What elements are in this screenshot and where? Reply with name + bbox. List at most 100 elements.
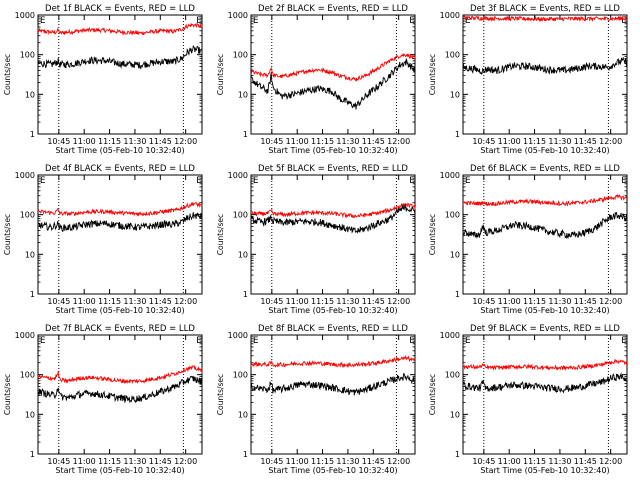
- event-marker-label: E: [253, 336, 259, 346]
- x-tick-label: 10:45: [260, 137, 283, 146]
- x-tick-label: 11:45: [149, 297, 172, 306]
- x-axis-label: Start Time (05-Feb-10 10:32:40): [268, 146, 397, 155]
- plot-frame: [37, 334, 203, 455]
- y-axis-label: Counts/sec: [216, 54, 225, 95]
- x-tick-label: 11:00: [498, 297, 521, 306]
- y-axis-label: Counts/sec: [428, 374, 437, 415]
- y-tick-label: 10: [25, 250, 35, 259]
- plot-frame: [462, 334, 628, 455]
- x-tick-label: 12:00: [599, 137, 622, 146]
- x-tick-label: 11:30: [123, 457, 146, 466]
- events-series-line: [250, 373, 416, 396]
- y-tick-label: 1: [455, 130, 460, 139]
- y-tick-label: 10: [25, 90, 35, 99]
- x-axis-label: Start Time (05-Feb-10 10:32:40): [480, 466, 609, 475]
- y-tick-label: 100: [233, 371, 248, 380]
- event-marker-label: E: [465, 336, 471, 346]
- x-tick-label: 12:00: [387, 297, 410, 306]
- y-axis-label: Counts/sec: [428, 54, 437, 95]
- y-tick-label: 10: [238, 250, 248, 259]
- events-series-line: [250, 57, 416, 110]
- y-tick-label: 100: [445, 51, 460, 60]
- detector-panel-2: Det 2f BLACK = Events, RED = LLD 1 10 100 10…: [216, 4, 416, 155]
- y-tick-label: 100: [20, 51, 35, 60]
- lld-series-line: [37, 201, 203, 217]
- panel-title: Det 9f BLACK = Events, RED = LLD: [470, 324, 620, 334]
- x-tick-label: 11:45: [574, 137, 597, 146]
- x-tick-label: 12:00: [599, 297, 622, 306]
- event-marker-label: E: [465, 176, 471, 186]
- plot-frame: [462, 174, 628, 295]
- y-tick-label: 1: [30, 450, 35, 459]
- y-tick-label: 100: [233, 211, 248, 220]
- event-marker-label: E: [409, 16, 415, 26]
- event-marker-label: E: [196, 336, 202, 346]
- x-tick-label: 11:15: [98, 297, 121, 306]
- events-series-line: [462, 56, 628, 75]
- y-tick-label: 1000: [15, 331, 35, 340]
- detector-panel-8: Det 8f BLACK = Events, RED = LLD 1 10 100 10…: [216, 324, 416, 475]
- x-tick-label: 11:00: [286, 457, 309, 466]
- x-tick-label: 12:00: [599, 457, 622, 466]
- y-tick-label: 100: [20, 211, 35, 220]
- detector-panel-4: Det 4f BLACK = Events, RED = LLD 1 10 100 10…: [3, 164, 203, 315]
- y-tick-label: 100: [445, 211, 460, 220]
- lld-series-line: [250, 52, 416, 82]
- x-tick-label: 11:00: [286, 137, 309, 146]
- plot-frame: [250, 14, 416, 135]
- lld-series-line: [37, 364, 203, 385]
- x-tick-label: 10:45: [260, 297, 283, 306]
- panel-title: Det 1f BLACK = Events, RED = LLD: [45, 4, 195, 14]
- y-tick-label: 1: [243, 450, 248, 459]
- x-tick-label: 11:15: [311, 297, 334, 306]
- event-marker-label: E: [621, 176, 627, 186]
- x-tick-label: 10:45: [472, 137, 495, 146]
- x-tick-label: 11:30: [548, 297, 571, 306]
- detector-panel-5: Det 5f BLACK = Events, RED = LLD 1 10 100 10…: [216, 164, 416, 315]
- event-marker-label: E: [196, 16, 202, 26]
- x-tick-label: 11:00: [498, 457, 521, 466]
- x-tick-label: 11:30: [548, 457, 571, 466]
- y-tick-label: 10: [450, 410, 460, 419]
- y-axis-label: Counts/sec: [428, 214, 437, 255]
- x-tick-label: 12:00: [174, 137, 197, 146]
- y-axis-label: Counts/sec: [3, 214, 12, 255]
- x-tick-label: 10:45: [472, 457, 495, 466]
- event-marker-label: E: [621, 336, 627, 346]
- detector-panel-1: Det 1f BLACK = Events, RED = LLD 1 10 100 10…: [3, 4, 203, 155]
- event-marker-label: E: [621, 16, 627, 26]
- y-tick-label: 10: [25, 410, 35, 419]
- lld-series-line: [250, 354, 416, 369]
- y-axis-label: Counts/sec: [216, 374, 225, 415]
- lld-series-line: [462, 193, 628, 208]
- x-tick-label: 11:15: [523, 457, 546, 466]
- y-tick-label: 10: [238, 90, 248, 99]
- y-tick-label: 100: [233, 51, 248, 60]
- x-tick-label: 10:45: [47, 297, 70, 306]
- x-tick-label: 10:45: [47, 457, 70, 466]
- y-tick-label: 100: [20, 371, 35, 380]
- panel-title: Det 3f BLACK = Events, RED = LLD: [470, 4, 620, 14]
- detector-panel-7: Det 7f BLACK = Events, RED = LLD 1 10 100 10…: [3, 324, 203, 475]
- y-axis-label: Counts/sec: [3, 374, 12, 415]
- x-tick-label: 11:00: [498, 137, 521, 146]
- y-tick-label: 1: [455, 290, 460, 299]
- x-tick-label: 11:00: [286, 297, 309, 306]
- y-tick-label: 1: [243, 130, 248, 139]
- x-tick-label: 11:45: [574, 457, 597, 466]
- x-tick-label: 10:45: [472, 297, 495, 306]
- y-axis-label: Counts/sec: [3, 54, 12, 95]
- y-tick-label: 1000: [440, 331, 460, 340]
- x-tick-label: 12:00: [174, 457, 197, 466]
- x-axis-label: Start Time (05-Feb-10 10:32:40): [55, 466, 184, 475]
- event-marker-label: E: [465, 16, 471, 26]
- plot-frame: [462, 14, 628, 135]
- lld-series-line: [37, 22, 203, 36]
- y-axis-label: Counts/sec: [216, 214, 225, 255]
- x-tick-label: 11:15: [523, 137, 546, 146]
- panel-title: Det 8f BLACK = Events, RED = LLD: [258, 324, 408, 334]
- events-series-line: [37, 212, 203, 233]
- y-tick-label: 1000: [228, 11, 248, 20]
- y-tick-label: 1: [30, 130, 35, 139]
- detector-panel-9: Det 9f BLACK = Events, RED = LLD 1 10 100 10…: [428, 324, 628, 475]
